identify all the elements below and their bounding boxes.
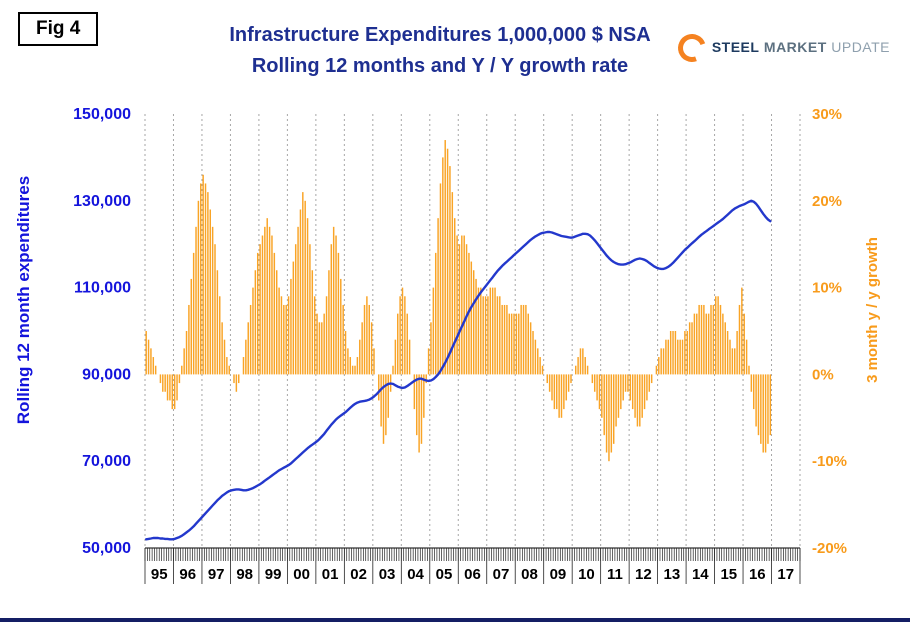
x-axis-year-label: 14 bbox=[692, 566, 709, 583]
x-axis-year-label: 15 bbox=[720, 566, 737, 583]
x-axis-year-label: 11 bbox=[607, 566, 623, 583]
x-axis-year-label: 95 bbox=[151, 566, 168, 583]
x-axis-year-label: 17 bbox=[777, 566, 794, 583]
right-axis-tick-label: 0% bbox=[812, 366, 834, 383]
left-axis-tick-label: 130,000 bbox=[73, 193, 131, 210]
x-axis-year-label: 98 bbox=[236, 566, 253, 583]
x-axis-year-label: 05 bbox=[436, 566, 453, 583]
x-axis-year-label: 00 bbox=[293, 566, 310, 583]
x-axis-year-label: 02 bbox=[350, 566, 367, 583]
figure-label-box: Fig 4 bbox=[18, 12, 99, 46]
logo-word-update: UPDATE bbox=[831, 39, 890, 55]
expenditure-line bbox=[144, 199, 772, 541]
right-axis-tick-label: 10% bbox=[812, 280, 842, 297]
x-axis-year-label: 08 bbox=[521, 566, 538, 583]
left-axis-title: Rolling 12 month expenditures bbox=[14, 175, 33, 425]
x-axis-year-label: 04 bbox=[407, 566, 424, 583]
left-axis-tick-label: 90,000 bbox=[82, 366, 131, 383]
x-axis-year-label: 96 bbox=[179, 566, 196, 583]
x-axis-year-label: 12 bbox=[635, 566, 652, 583]
logo-crescent-icon bbox=[673, 29, 711, 67]
right-axis-tick-label: 20% bbox=[812, 193, 842, 210]
chart-title-line1: Infrastructure Expenditures 1,000,000 $ … bbox=[229, 24, 651, 46]
right-axis-tick-label: -20% bbox=[812, 540, 847, 557]
left-axis-tick-label: 50,000 bbox=[82, 540, 131, 557]
year-gridlines bbox=[144, 114, 801, 548]
x-axis-year-label: 13 bbox=[664, 566, 681, 583]
x-axis-year-label: 97 bbox=[208, 566, 225, 583]
right-axis-title: 3 month y / y growth bbox=[864, 237, 881, 383]
x-axis-year-label: 16 bbox=[749, 566, 766, 583]
chart-title-block: Infrastructure Expenditures 1,000,000 $ … bbox=[150, 20, 730, 82]
logo-word-steel: STEEL bbox=[711, 39, 760, 55]
chart-title-line2: Rolling 12 months and Y / Y growth rate bbox=[251, 55, 629, 77]
right-axis-tick-label: -10% bbox=[812, 453, 847, 470]
growth-bars bbox=[145, 140, 772, 462]
x-axis-year-label: 03 bbox=[379, 566, 396, 583]
x-axis-year-label: 01 bbox=[322, 566, 339, 583]
x-axis-year-label: 09 bbox=[550, 566, 567, 583]
x-axis-year-label: 99 bbox=[265, 566, 282, 583]
x-axis-year-label: 10 bbox=[578, 566, 595, 583]
monthly-tick-hatch bbox=[144, 548, 801, 561]
left-axis-tick-label: 110,000 bbox=[74, 280, 131, 297]
right-axis-tick-label: 30% bbox=[812, 106, 842, 123]
logo-word-market: MARKET bbox=[763, 39, 827, 55]
x-axis-year-label: 07 bbox=[493, 566, 510, 583]
figure-label: Fig 4 bbox=[36, 18, 81, 39]
steel-market-update-logo: STEEL MARKET UPDATE bbox=[673, 29, 890, 67]
x-axis-year-label: 06 bbox=[464, 566, 481, 583]
bottom-divider bbox=[0, 618, 910, 622]
left-axis-tick-label: 70,000 bbox=[82, 453, 131, 470]
left-axis-tick-label: 150,000 bbox=[73, 106, 131, 123]
